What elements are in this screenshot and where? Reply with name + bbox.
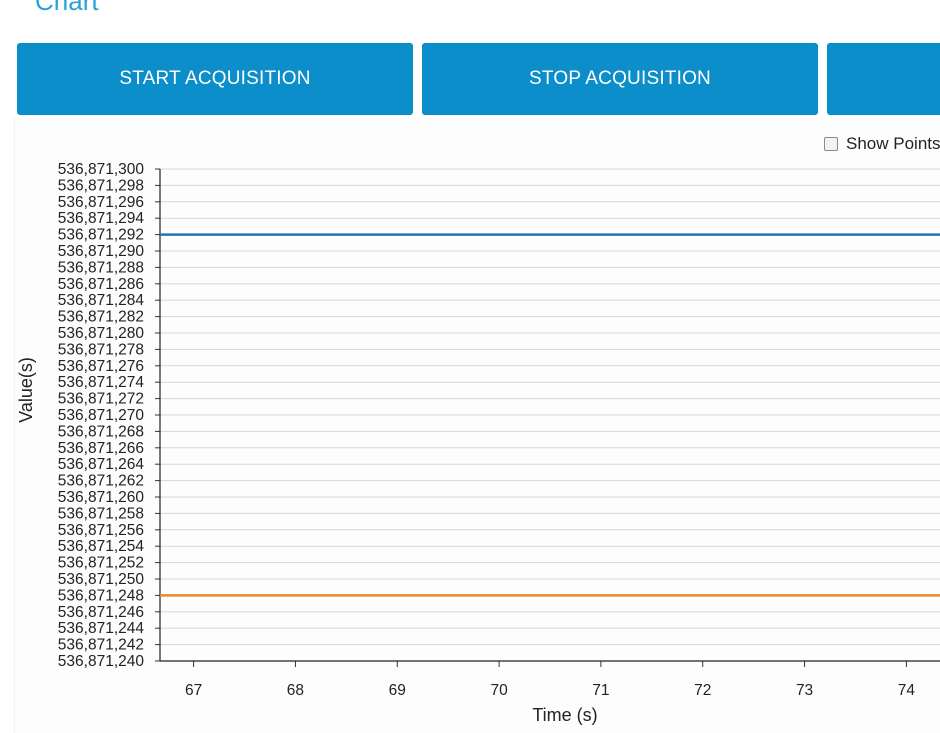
y-tick-label: 536,871,300 [58,161,145,178]
y-tick-label: 536,871,280 [58,325,145,342]
y-tick-label: 536,871,262 [58,473,144,490]
x-tick-label: 74 [898,682,916,699]
y-tick-label: 536,871,276 [58,358,144,375]
chart-panel [14,117,940,733]
y-tick-label: 536,871,244 [58,620,145,637]
x-tick-label: 67 [185,682,202,699]
y-tick-label: 536,871,292 [58,227,144,244]
y-axis-title: Value(s) [16,357,36,423]
y-tick-label: 536,871,256 [58,522,144,539]
x-tick-label: 69 [389,682,406,699]
x-tick-label: 73 [796,682,813,699]
show-points-checkbox[interactable] [824,137,838,151]
y-tick-label: 536,871,246 [58,604,144,621]
show-points-label: Show Points [846,134,940,153]
y-tick-label: 536,871,278 [58,341,144,358]
y-tick-label: 536,871,268 [58,423,144,440]
y-tick-label: 536,871,270 [58,407,145,424]
x-tick-label: 70 [490,682,508,699]
x-tick-label: 72 [694,682,711,699]
y-tick-label: 536,871,282 [58,309,144,326]
y-tick-label: 536,871,260 [58,489,145,506]
y-tick-label: 536,871,286 [58,276,144,293]
y-tick-label: 536,871,272 [58,391,144,408]
y-tick-label: 536,871,258 [58,505,144,522]
x-tick-label: 71 [592,682,609,699]
stop-acquisition-button[interactable]: STOP ACQUISITION [422,43,818,115]
y-tick-label: 536,871,264 [58,456,145,473]
y-tick-label: 536,871,290 [58,243,145,260]
y-tick-label: 536,871,288 [58,259,144,276]
toolbar-button-partial[interactable] [827,43,940,115]
x-tick-label: 68 [287,682,304,699]
y-tick-label: 536,871,248 [58,587,144,604]
y-tick-label: 536,871,240 [58,653,145,670]
y-tick-label: 536,871,250 [58,571,145,588]
x-axis-title: Time (s) [532,705,597,725]
show-points-option[interactable]: Show Points [824,134,940,154]
y-tick-label: 536,871,274 [58,374,145,391]
y-tick-label: 536,871,266 [58,440,144,457]
start-acquisition-button[interactable]: START ACQUISITION [17,43,413,115]
y-tick-label: 536,871,296 [58,194,144,211]
y-tick-label: 536,871,298 [58,177,144,194]
y-tick-label: 536,871,284 [58,292,145,309]
y-tick-label: 536,871,254 [58,538,145,555]
y-tick-label: 536,871,294 [58,210,145,227]
y-tick-label: 536,871,252 [58,555,144,572]
y-tick-label: 536,871,242 [58,637,144,654]
section-title: Chart [35,0,99,16]
